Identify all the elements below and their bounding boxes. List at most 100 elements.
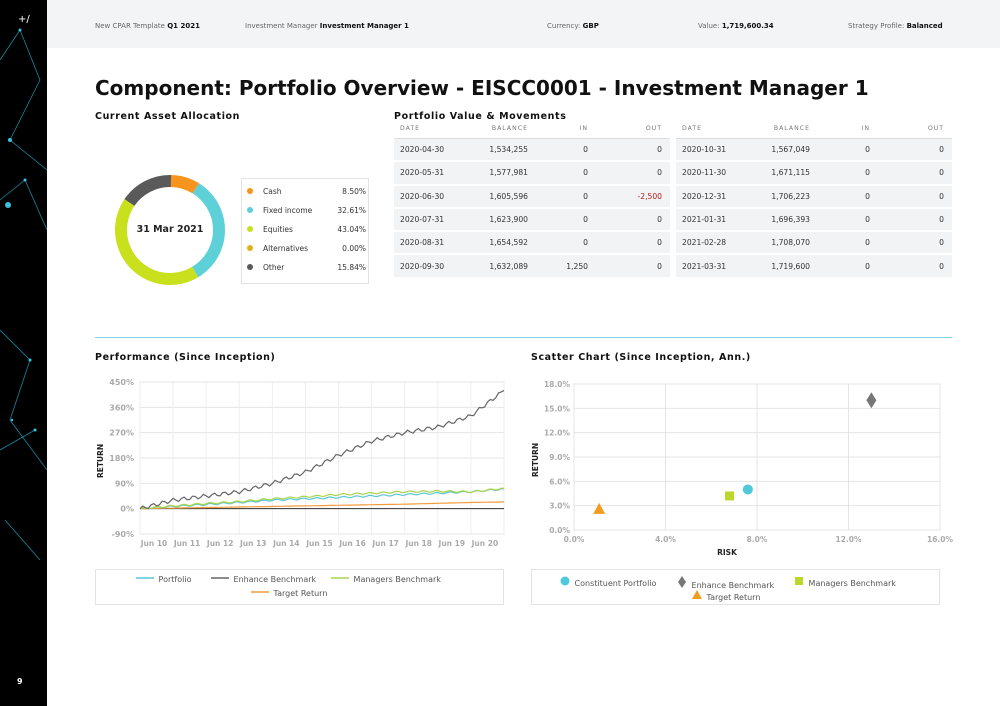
performance-heading: Performance (Since Inception): [95, 352, 276, 363]
col-out: OUT: [596, 120, 670, 139]
decorative-sidebar: +/ 9: [0, 0, 47, 706]
y-tick-label: 270%: [109, 429, 134, 438]
in-cell: 0: [536, 138, 596, 163]
alternatives-swatch: [247, 245, 253, 251]
movements-heading: Portfolio Value & Movements: [394, 111, 567, 122]
x-tick-label: Jun 16: [338, 539, 366, 548]
y-tick-label: 18.0%: [544, 380, 571, 389]
y-tick-label: 0%: [120, 505, 134, 514]
legend-target-return: Target Return: [692, 590, 760, 602]
in-cell: 0: [818, 254, 878, 279]
balance-cell: 1,696,393: [746, 207, 818, 233]
x-tick-label: Jun 15: [305, 539, 333, 548]
x-axis-label: RISK: [717, 548, 738, 557]
donut-slice-equities: [115, 199, 199, 285]
movement-row: 2021-01-31 1,696,393 0 0: [676, 207, 952, 233]
strategy-label: Strategy Profile: Balanced: [848, 22, 943, 30]
performance-legend: Portfolio Enhance Benchmark Managers Ben…: [95, 569, 504, 605]
col-in: IN: [818, 120, 878, 139]
series-line-enhance-benchmark: [139, 389, 505, 510]
out-cell: 0: [878, 231, 952, 256]
in-cell: 0: [536, 161, 596, 186]
in-cell: 0: [818, 231, 878, 256]
x-tick-label: Jun 11: [173, 539, 201, 548]
movements-table-right: DATE BALANCE IN OUT 2020-10-31 1,567,049 0…: [676, 120, 952, 279]
x-tick-label: 0.0%: [564, 535, 585, 544]
out-cell: 0: [596, 231, 670, 256]
movement-row: 2020-04-30 1,534,255 0 0: [394, 138, 670, 163]
fixed-income-swatch: [247, 207, 253, 213]
movement-row: 2020-05-31 1,577,981 0 0: [394, 161, 670, 186]
movement-row: 2020-07-31 1,623,900 0 0: [394, 207, 670, 233]
donut-slice-other: [124, 175, 172, 206]
other-swatch: [247, 264, 253, 270]
svg-text:+/: +/: [18, 14, 30, 25]
legend-row-fixed-income: Fixed income 32.61%: [242, 204, 370, 218]
movement-row: 2021-02-28 1,708,070 0 0: [676, 231, 952, 256]
out-cell: 0: [878, 184, 952, 209]
y-tick-label: 180%: [109, 454, 134, 463]
date-cell: 2020-11-30: [676, 161, 746, 186]
col-balance: BALANCE: [746, 120, 818, 139]
x-tick-label: 16.0%: [927, 535, 953, 544]
out-cell: 0: [878, 254, 952, 279]
in-cell: 1,250: [536, 254, 596, 279]
manager-label: Investment Manager Investment Manager 1: [245, 22, 409, 30]
cash-swatch: [247, 188, 253, 194]
date-cell: 2020-08-31: [394, 231, 464, 256]
date-cell: 2020-07-31: [394, 207, 464, 233]
out-cell: 0: [596, 138, 670, 163]
out-cell: 0: [878, 207, 952, 233]
in-cell: 0: [818, 138, 878, 163]
in-cell: 0: [818, 207, 878, 233]
x-tick-label: Jun 14: [272, 539, 300, 548]
value-label: Value: 1,719,600.34: [698, 22, 774, 30]
legend-row-other: Other 15.84%: [242, 261, 370, 275]
x-tick-label: Jun 17: [371, 539, 399, 548]
page-title: Component: Portfolio Overview - EISCC000…: [95, 76, 869, 100]
donut-slice-fixed-income: [192, 183, 225, 278]
y-tick-label: 0.0%: [549, 526, 570, 535]
legend-row-equities: Equities 43.04%: [242, 223, 370, 237]
series-line-portfolio: [139, 488, 505, 510]
date-cell: 2020-06-30: [394, 184, 464, 209]
legend-row-cash: Cash 8.50%: [242, 185, 370, 199]
in-cell: 0: [818, 161, 878, 186]
section-divider: [95, 337, 952, 338]
date-cell: 2020-05-31: [394, 161, 464, 186]
legend-enhance-benchmark: Enhance Benchmark: [677, 576, 774, 590]
scatter-point-target-return: [593, 502, 606, 514]
balance-cell: 1,719,600: [746, 254, 818, 279]
in-cell: 0: [536, 231, 596, 256]
series-line-target-return: [139, 501, 505, 510]
equities-swatch: [247, 226, 253, 232]
date-cell: 2021-01-31: [676, 207, 746, 233]
balance-cell: 1,706,223: [746, 184, 818, 209]
x-tick-label: Jun 18: [404, 539, 432, 548]
out-cell: 0: [596, 161, 670, 186]
movement-row: 2020-09-30 1,632,089 1,250 0: [394, 254, 670, 279]
y-tick-label: 3.0%: [549, 502, 570, 511]
date-cell: 2020-04-30: [394, 138, 464, 163]
col-in: IN: [536, 120, 596, 139]
allocation-donut-chart: [115, 175, 225, 285]
col-date: DATE: [394, 120, 464, 139]
date-cell: 2020-12-31: [676, 184, 746, 209]
out-cell: 0: [878, 161, 952, 186]
x-tick-label: 8.0%: [747, 535, 768, 544]
y-tick-label: 15.0%: [544, 404, 571, 413]
page-number: 9: [17, 677, 23, 686]
date-cell: 2020-09-30: [394, 254, 464, 279]
template-label: New CPAR Template Q1 2021: [95, 22, 200, 30]
x-tick-label: 4.0%: [655, 535, 676, 544]
x-tick-label: Jun 13: [239, 539, 267, 548]
balance-cell: 1,567,049: [746, 138, 818, 163]
balance-cell: 1,708,070: [746, 231, 818, 256]
legend-target-return: Target Return: [251, 589, 328, 598]
legend-managers-benchmark: Managers Benchmark: [794, 576, 896, 588]
scatter-heading: Scatter Chart (Since Inception, Ann.): [531, 352, 751, 363]
allocation-legend: Cash 8.50% Fixed income 32.61% Equities 43.…: [241, 178, 369, 284]
scatter-legend: Constituent Portfolio Enhance Benchmark …: [531, 569, 940, 605]
date-cell: 2021-03-31: [676, 254, 746, 279]
performance-line-chart: 450% 360% 270% 180% 90% 0% -90% Jun 10 Jun 11 Jun…: [96, 378, 505, 548]
